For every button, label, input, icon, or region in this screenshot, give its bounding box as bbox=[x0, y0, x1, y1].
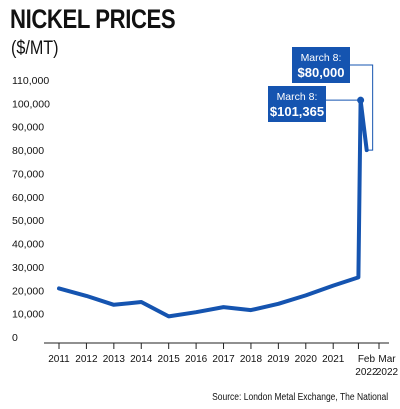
callout-value: $101,365 bbox=[270, 104, 324, 119]
x-tick-label: 2018 bbox=[240, 354, 263, 365]
chart-title: NICKEL PRICES bbox=[10, 4, 176, 34]
x-tick-label: 2014 bbox=[130, 354, 153, 365]
x-axis: 2011 2012 2013 2014 2015 2016 2017 2018 2019 2020… bbox=[44, 342, 399, 378]
x-tick-label: 2016 bbox=[185, 354, 208, 365]
callout-box bbox=[292, 47, 350, 83]
x-tick-label: 2015 bbox=[158, 354, 181, 365]
x-tick-label: Mar bbox=[378, 354, 396, 365]
x-tick-label: 2012 bbox=[75, 354, 98, 365]
chart-subtitle: ($/MT) bbox=[11, 38, 59, 59]
series-line bbox=[57, 98, 369, 319]
x-tick-label: 2017 bbox=[212, 354, 235, 365]
callout-box bbox=[268, 86, 326, 122]
x-tick-label: 2019 bbox=[267, 354, 290, 365]
source-note: Source: London Metal Exchange, The Natio… bbox=[211, 392, 388, 403]
y-tick-label: 0 bbox=[12, 332, 18, 344]
x-tick-label-year: 2022 bbox=[376, 367, 399, 378]
y-tick-label: 80,000 bbox=[12, 145, 44, 157]
y-tick-label: 90,000 bbox=[12, 122, 44, 134]
x-tick-label: 2013 bbox=[103, 354, 126, 365]
callout-dot bbox=[357, 96, 365, 104]
y-tick-label: 110,000 bbox=[12, 75, 49, 87]
y-tick-label: 40,000 bbox=[12, 239, 44, 251]
y-tick-label: 30,000 bbox=[12, 262, 44, 274]
y-tick-label: 10,000 bbox=[12, 309, 44, 321]
y-tick-label: 20,000 bbox=[12, 285, 44, 297]
callout-leader bbox=[350, 64, 374, 151]
y-axis-ticks: 0 10,000 20,000 30,000 40,000 50,000 60,000 70,… bbox=[12, 75, 50, 344]
y-tick-label: 50,000 bbox=[12, 215, 44, 227]
callout-label: March 8: bbox=[277, 91, 318, 103]
y-tick-label: 60,000 bbox=[12, 192, 44, 204]
y-tick-label: 70,000 bbox=[12, 168, 44, 180]
x-tick-label: 2020 bbox=[295, 354, 318, 365]
x-tick-label: 2011 bbox=[48, 354, 70, 365]
x-tick-label: Feb bbox=[358, 354, 376, 365]
y-tick-label: 100,000 bbox=[12, 98, 50, 110]
callout-label: March 8: bbox=[301, 52, 342, 64]
x-tick-label-year: 2022 bbox=[355, 367, 378, 378]
x-tick-label: 2021 bbox=[322, 354, 345, 365]
series-group bbox=[57, 98, 369, 319]
callout-value: $80,000 bbox=[298, 65, 345, 80]
